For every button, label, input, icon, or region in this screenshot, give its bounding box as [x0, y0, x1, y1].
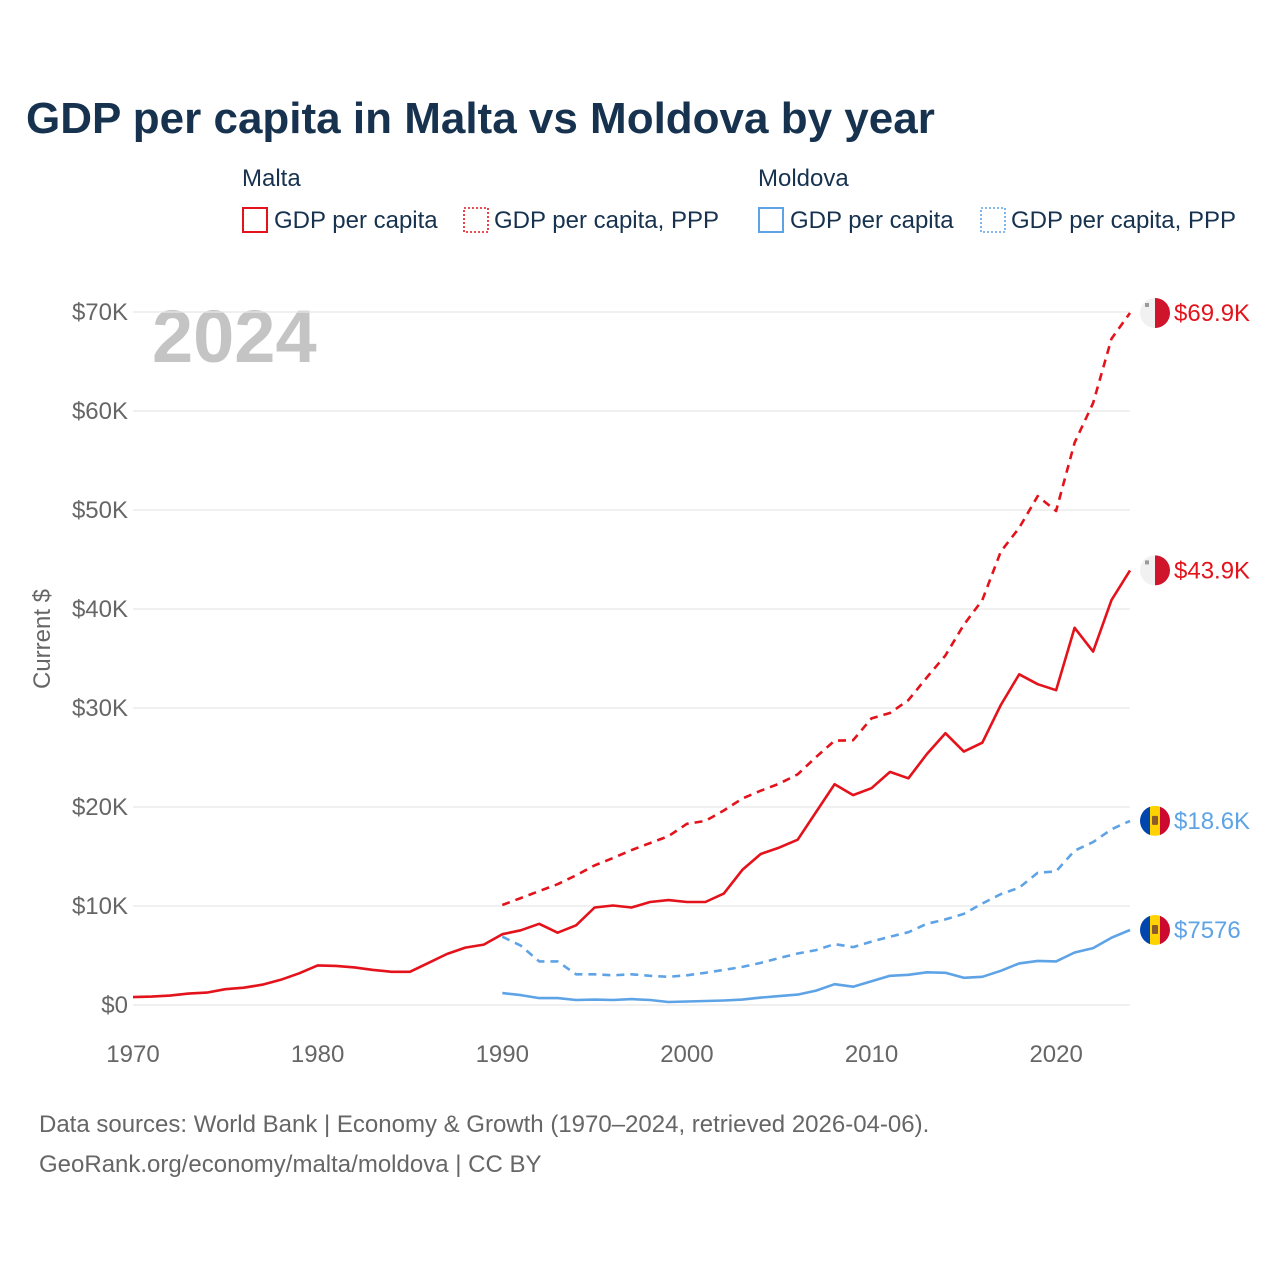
legend-swatch-malta-gdp[interactable] [242, 207, 268, 233]
end-value-label: $18.6K [1174, 808, 1250, 835]
chart-title: GDP per capita in Malta vs Moldova by ye… [26, 94, 935, 143]
y-tick-label: $60K [72, 398, 128, 425]
source-line-1: Data sources: World Bank | Economy & Gro… [39, 1111, 929, 1138]
y-tick-label: $10K [72, 893, 128, 920]
end-value-label: $7576 [1174, 917, 1241, 944]
y-tick-label: $30K [72, 695, 128, 722]
x-tick-label: 1970 [106, 1041, 159, 1068]
series-line-moldova_ppp[interactable] [501, 819, 1131, 979]
series-line-malta_ppp[interactable] [501, 312, 1132, 907]
legend-label-moldova-gdp[interactable]: GDP per capita [790, 207, 954, 234]
legend-group-malta: Malta [242, 165, 301, 192]
y-axis-title: Current $ [29, 589, 56, 689]
legend-group-moldova: Moldova [758, 165, 849, 192]
x-axis-ticks: 1970 1980 1990 2000 2010 2020 [106, 1041, 1083, 1068]
end-value-label: $69.9K [1174, 300, 1250, 327]
legend-label-moldova-ppp[interactable]: GDP per capita, PPP [1011, 207, 1236, 234]
legend-swatch-malta-ppp[interactable] [463, 207, 489, 233]
series-lines [132, 312, 1132, 1004]
year-watermark: 2024 [152, 295, 317, 378]
end-value-label: $43.9K [1174, 557, 1250, 584]
x-tick-label: 1980 [291, 1041, 344, 1068]
y-tick-label: $50K [72, 497, 128, 524]
x-tick-label: 2020 [1029, 1041, 1082, 1068]
end-labels: $69.9K $43.9K $18.6K $7576 [1140, 297, 1250, 945]
y-tick-label: $40K [72, 596, 128, 623]
legend-swatch-moldova-gdp[interactable] [758, 207, 784, 233]
legend-swatch-moldova-ppp[interactable] [980, 207, 1006, 233]
x-tick-label: 2000 [660, 1041, 713, 1068]
y-axis-ticks: $0 $10K $20K $30K $40K $50K $60K $70K [72, 299, 128, 1019]
grid-lines [133, 311, 1130, 1006]
series-line-moldova_gdp[interactable] [502, 928, 1131, 1004]
malta-flag-icon [1140, 555, 1170, 586]
moldova-flag-icon [1140, 914, 1170, 945]
series-line-malta_gdp[interactable] [132, 569, 1132, 999]
legend-label-malta-gdp[interactable]: GDP per capita [274, 207, 438, 234]
y-tick-label: $20K [72, 794, 128, 821]
source-line-2[interactable]: GeoRank.org/economy/malta/moldova | CC B… [39, 1151, 541, 1178]
x-tick-label: 2010 [845, 1041, 898, 1068]
x-tick-label: 1990 [476, 1041, 529, 1068]
y-tick-label: $0 [101, 992, 128, 1019]
legend: Malta GDP per capita GDP per capita, PPP… [242, 165, 1236, 234]
moldova-flag-icon [1140, 805, 1170, 836]
y-tick-label: $70K [72, 299, 128, 326]
malta-flag-icon [1140, 297, 1170, 328]
legend-label-malta-ppp[interactable]: GDP per capita, PPP [494, 207, 719, 234]
